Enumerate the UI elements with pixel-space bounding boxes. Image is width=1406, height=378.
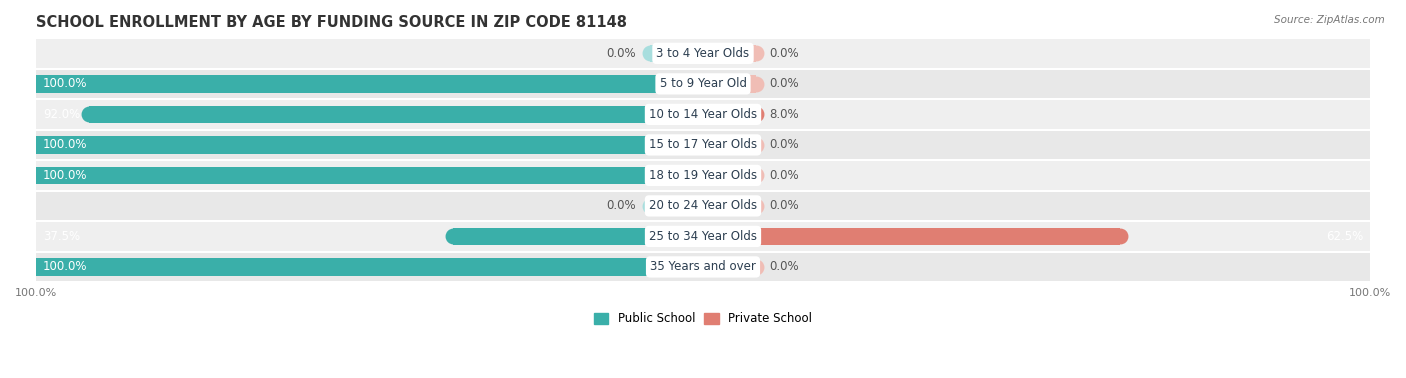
Text: Source: ZipAtlas.com: Source: ZipAtlas.com [1274,15,1385,25]
Text: 0.0%: 0.0% [769,47,800,60]
Text: 92.0%: 92.0% [42,108,80,121]
Bar [90,105,703,123]
Bar [453,228,703,245]
Bar [37,167,703,184]
Text: 100.0%: 100.0% [42,260,87,273]
Text: 0.0%: 0.0% [769,138,800,152]
Text: 62.5%: 62.5% [1326,230,1364,243]
Bar [37,136,703,154]
Text: 3 to 4 Year Olds: 3 to 4 Year Olds [657,47,749,60]
Bar [650,197,703,215]
Text: 15 to 17 Year Olds: 15 to 17 Year Olds [650,138,756,152]
Text: 0.0%: 0.0% [606,47,637,60]
Bar [37,99,1369,130]
Text: 10 to 14 Year Olds: 10 to 14 Year Olds [650,108,756,121]
Text: 0.0%: 0.0% [606,200,637,212]
Bar [650,45,703,62]
Legend: Public School, Private School: Public School, Private School [589,308,817,330]
Text: 100.0%: 100.0% [42,77,87,90]
Bar [37,160,1369,191]
Bar [37,75,703,93]
Text: 0.0%: 0.0% [769,77,800,90]
Text: 100.0%: 100.0% [42,138,87,152]
Text: 0.0%: 0.0% [769,169,800,182]
Text: SCHOOL ENROLLMENT BY AGE BY FUNDING SOURCE IN ZIP CODE 81148: SCHOOL ENROLLMENT BY AGE BY FUNDING SOUR… [37,15,627,30]
Bar [37,221,1369,252]
Text: 18 to 19 Year Olds: 18 to 19 Year Olds [650,169,756,182]
Bar [703,136,756,154]
Bar [37,69,1369,99]
Bar [37,130,1369,160]
Bar [703,105,756,123]
Text: 37.5%: 37.5% [42,230,80,243]
Text: 20 to 24 Year Olds: 20 to 24 Year Olds [650,200,756,212]
Text: 35 Years and over: 35 Years and over [650,260,756,273]
Bar [37,252,1369,282]
Text: 0.0%: 0.0% [769,260,800,273]
Text: 25 to 34 Year Olds: 25 to 34 Year Olds [650,230,756,243]
Bar [37,38,1369,69]
Bar [703,228,1119,245]
Text: 0.0%: 0.0% [769,200,800,212]
Text: 8.0%: 8.0% [769,108,800,121]
Bar [37,191,1369,221]
Bar [703,167,756,184]
Bar [703,197,756,215]
Bar [703,45,756,62]
Bar [703,258,756,276]
Bar [37,258,703,276]
Text: 100.0%: 100.0% [42,169,87,182]
Text: 5 to 9 Year Old: 5 to 9 Year Old [659,77,747,90]
Bar [703,75,756,93]
